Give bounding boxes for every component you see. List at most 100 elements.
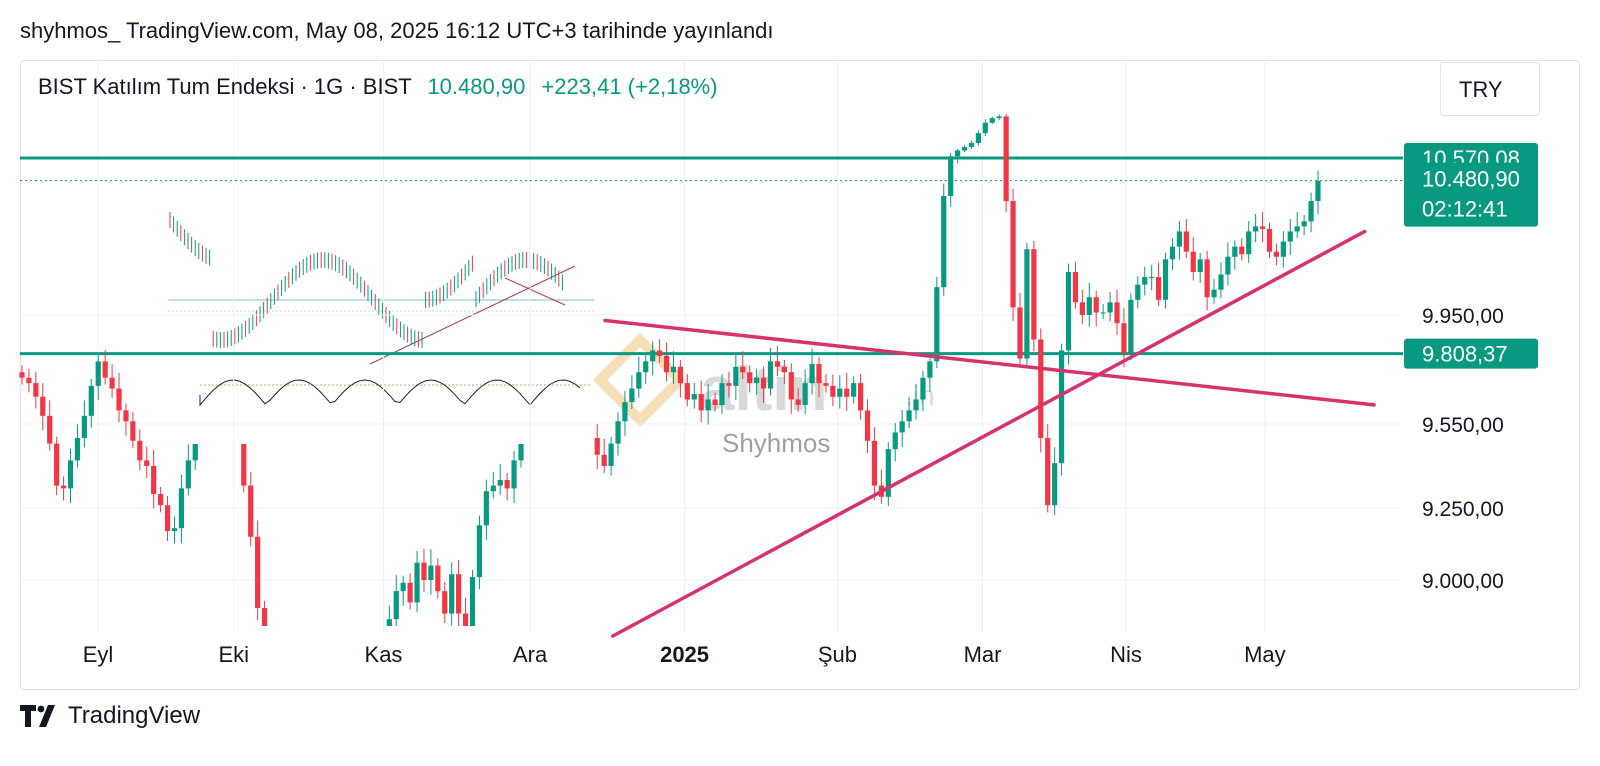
- candle: [948, 152, 954, 207]
- symbol-legend[interactable]: BIST Katılım Tum Endeksi · 1G · BIST 10.…: [38, 74, 718, 100]
- candle: [955, 149, 961, 164]
- candle-body: [1315, 180, 1321, 202]
- candle-body: [934, 287, 940, 362]
- candle-body: [1107, 302, 1113, 313]
- candle: [927, 352, 933, 392]
- candle-body: [601, 454, 607, 466]
- candle-body: [1128, 299, 1134, 354]
- last-price-label: 10.480,90: [1422, 167, 1520, 192]
- candle: [1079, 289, 1085, 325]
- candle: [462, 597, 469, 626]
- y-tick-label: 9.950,00: [1422, 305, 1504, 328]
- candle-body: [691, 394, 697, 400]
- candle-body: [837, 388, 843, 397]
- candle: [241, 444, 247, 493]
- candle: [1218, 262, 1224, 299]
- candle: [504, 473, 510, 501]
- candle-body: [989, 118, 995, 123]
- candle: [712, 392, 718, 412]
- candle-body: [178, 488, 185, 529]
- candle-body: [733, 366, 739, 386]
- candle-body: [414, 562, 420, 603]
- candle: [726, 371, 732, 398]
- candle: [913, 383, 919, 420]
- candle: [885, 442, 891, 507]
- candle-body: [705, 399, 711, 411]
- candle-body: [435, 565, 441, 592]
- candle-body: [968, 142, 975, 148]
- candle: [878, 469, 884, 504]
- footer-brand[interactable]: TradingView: [20, 702, 200, 730]
- price-axis[interactable]: 9.000,009.250,009.550,009.950,0010.570,0…: [1404, 143, 1538, 593]
- candle: [1259, 211, 1266, 243]
- published-line: shyhmos_ TradingView.com, May 08, 2025 1…: [20, 18, 774, 43]
- candle: [1287, 219, 1293, 255]
- candle: [74, 424, 81, 468]
- x-tick-label: Eyl: [83, 642, 114, 667]
- candle-body: [1204, 259, 1210, 298]
- currency-button[interactable]: TRY: [1440, 62, 1540, 116]
- candle-body: [892, 432, 898, 450]
- candle-body: [767, 361, 774, 389]
- candle: [934, 276, 940, 369]
- candle: [684, 374, 690, 407]
- candle: [740, 351, 746, 380]
- horizontal-levels[interactable]: [20, 62, 1403, 632]
- candle-body: [851, 383, 857, 397]
- candle-body: [1287, 231, 1293, 242]
- candle: [407, 573, 413, 610]
- candle-body: [1211, 289, 1217, 298]
- candle: [164, 495, 171, 541]
- watermark-author: Shyhmos: [722, 428, 830, 458]
- candle-body: [823, 383, 829, 386]
- candle-body: [88, 385, 94, 416]
- candle: [1183, 219, 1189, 259]
- candle-body: [511, 460, 517, 489]
- candle: [1155, 262, 1162, 307]
- candle: [941, 183, 947, 296]
- footer-brand-text: TradingView: [68, 702, 201, 729]
- candle-body: [719, 383, 725, 405]
- candle-body: [1031, 249, 1037, 340]
- candle-body: [192, 444, 198, 461]
- candle-body: [462, 613, 469, 626]
- candle-body: [1232, 246, 1238, 257]
- candle: [261, 601, 268, 626]
- candle: [1149, 264, 1155, 291]
- candle-body: [1246, 231, 1252, 255]
- candle-body: [1273, 251, 1280, 257]
- candle-body: [941, 195, 947, 288]
- candle: [1065, 263, 1072, 365]
- candle: [629, 375, 635, 410]
- candle: [67, 448, 74, 503]
- time-axis[interactable]: Eyl Eki Kas Ara 2025 Şub Mar Nis May: [83, 642, 1286, 667]
- candle-body: [123, 410, 129, 422]
- candle: [1190, 237, 1196, 281]
- candle: [802, 369, 808, 415]
- candle-body: [1169, 246, 1176, 260]
- candle: [1052, 447, 1058, 515]
- candle: [968, 140, 975, 149]
- candle: [961, 145, 968, 152]
- candle: [733, 353, 739, 401]
- candle: [975, 130, 982, 146]
- candle: [1072, 261, 1079, 309]
- trendlines[interactable]: [603, 229, 1376, 638]
- candle: [1204, 250, 1210, 311]
- candle-body: [60, 485, 67, 489]
- candle: [920, 370, 926, 412]
- candle-body: [961, 147, 968, 151]
- candle: [643, 354, 649, 384]
- candle-body: [670, 366, 677, 373]
- candle: [421, 548, 427, 593]
- candle: [601, 438, 607, 473]
- candle: [691, 382, 697, 409]
- candle: [760, 366, 767, 403]
- candle: [414, 550, 420, 612]
- candle: [1038, 328, 1044, 453]
- candle-body: [476, 525, 483, 578]
- candle-body: [802, 383, 808, 405]
- candle: [1246, 221, 1252, 263]
- candle: [1225, 242, 1231, 286]
